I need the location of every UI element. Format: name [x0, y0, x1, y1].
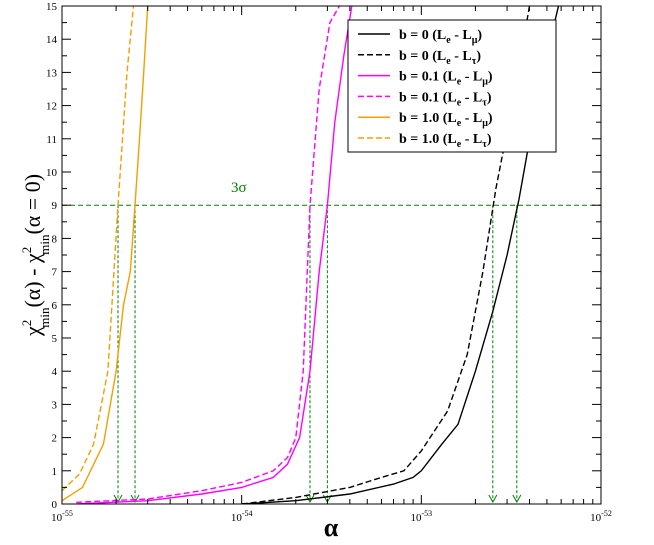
series-line-3 [76, 6, 353, 504]
legend-label: b = 0 (Le - Lμ) [399, 28, 482, 46]
plot-frame [61, 5, 602, 505]
legend-label: b = 0.1 (Le - Lμ) [399, 70, 493, 88]
crossing-arrow [305, 494, 315, 504]
y-tick-label: 10 [46, 167, 58, 179]
series-line-6 [62, 6, 135, 492]
series-line-2 [241, 6, 531, 504]
crossing-arrow [512, 494, 522, 504]
y-tick-label: 5 [52, 333, 58, 345]
y-tick-label: 3 [52, 399, 58, 411]
y-tick-label: 9 [52, 200, 58, 212]
y-tick-label: 7 [52, 267, 58, 279]
y-tick-label: 14 [46, 34, 58, 46]
y-tick-label: 11 [46, 134, 57, 146]
x-tick-label: 10-55 [51, 509, 73, 524]
y-tick-label: 4 [52, 366, 58, 378]
three-sigma-label: 3σ [231, 180, 247, 196]
x-axis-title: α [324, 513, 339, 542]
x-tick-label: 10-53 [410, 509, 432, 524]
legend-label: b = 0.1 (Le - Lτ) [399, 90, 492, 108]
series-line-1 [241, 6, 560, 504]
crossing-arrow [130, 494, 140, 504]
y-tick-label: 2 [52, 433, 58, 445]
x-tick-label: 10-52 [590, 509, 612, 524]
y-tick-label: 1 [52, 466, 58, 478]
y-tick-label: 15 [46, 1, 58, 13]
legend-label: b = 0 (Le - Lτ) [399, 49, 481, 67]
x-tick-label: 10-54 [231, 509, 253, 524]
y-tick-label: 0 [52, 499, 58, 511]
legend-label: b = 1.0 (Le - Lμ) [399, 111, 493, 129]
y-tick-label: 6 [52, 300, 58, 312]
y-tick-label: 13 [46, 67, 58, 79]
legend-box [347, 19, 557, 153]
y-tick-label: 12 [46, 101, 57, 113]
series-line-4 [76, 6, 341, 503]
y-tick-label: 8 [52, 233, 58, 245]
y-axis-title: χ2 min(α) - χ2 min(α = 0) [19, 174, 52, 337]
crossing-arrow [488, 494, 498, 504]
legend-label: b = 1.0 (Le - Lτ) [399, 132, 492, 150]
series-line-5 [62, 6, 149, 502]
